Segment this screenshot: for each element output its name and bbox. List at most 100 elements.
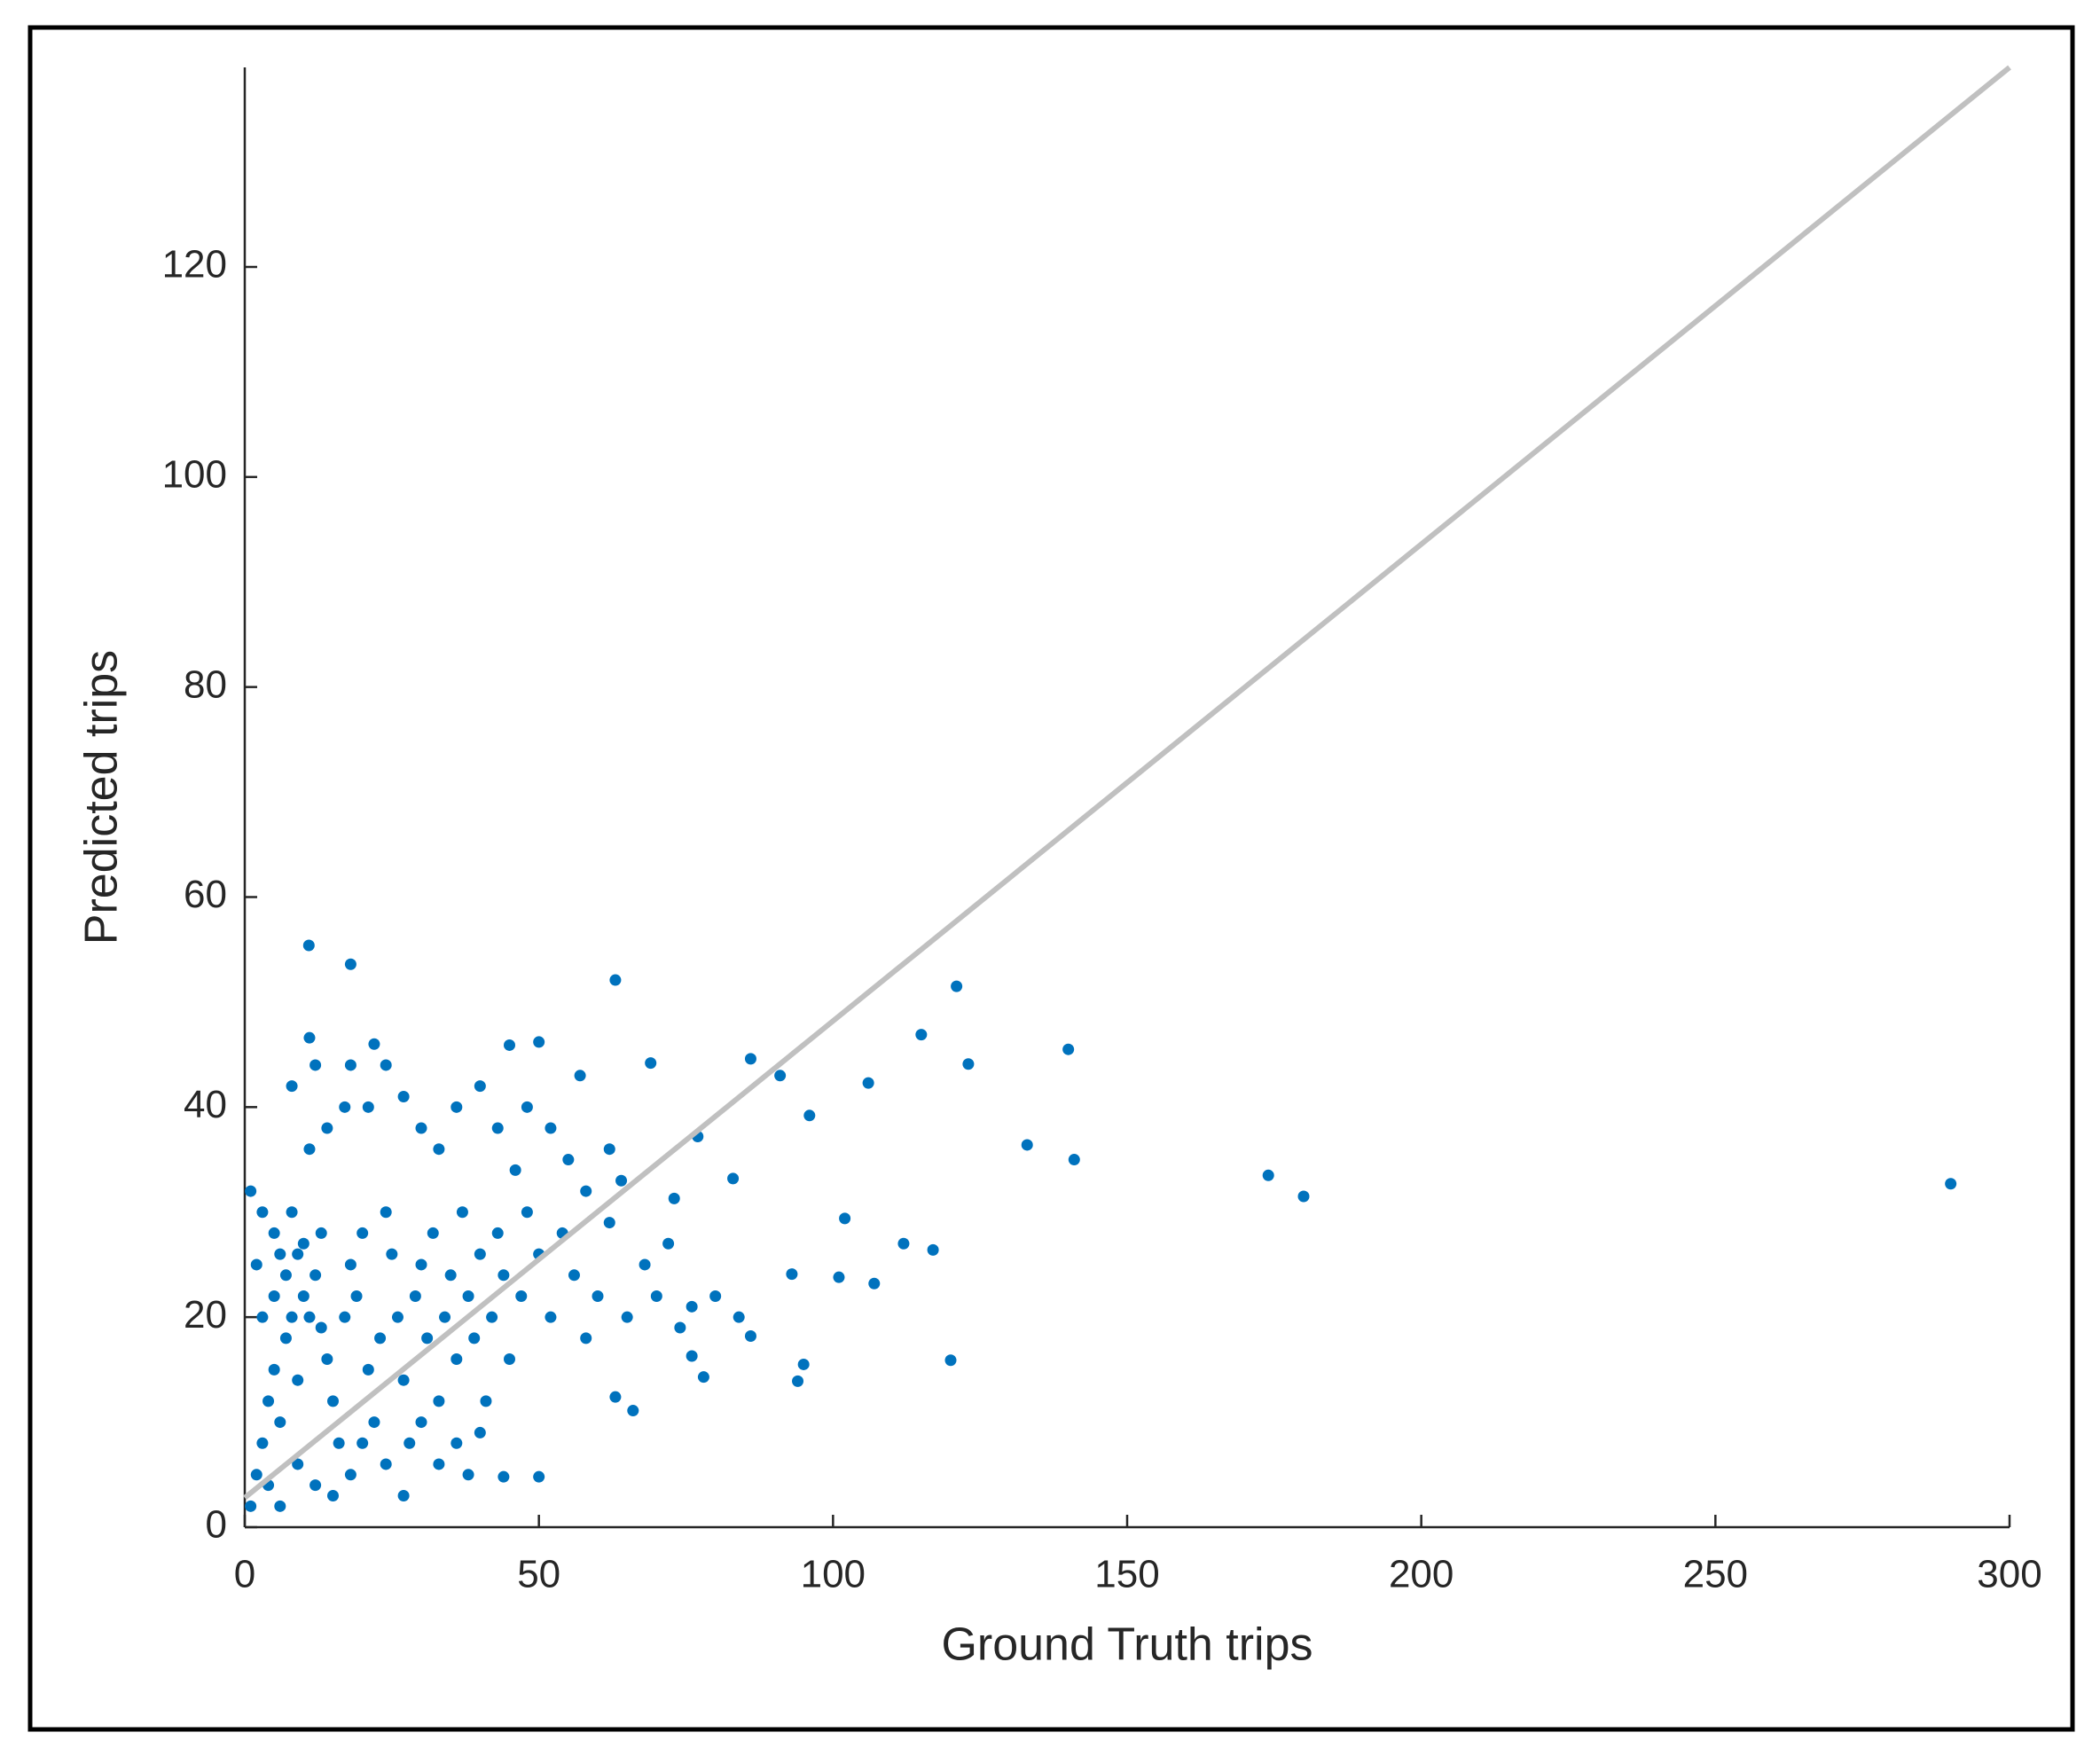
point	[274, 1500, 286, 1512]
point	[744, 1329, 756, 1342]
point	[333, 1437, 345, 1449]
y-tick-label: 120	[162, 243, 227, 286]
point	[380, 1458, 392, 1470]
point	[297, 1290, 310, 1302]
point	[451, 1353, 463, 1366]
point	[480, 1395, 492, 1407]
point	[302, 939, 315, 952]
point	[250, 1469, 262, 1481]
point	[374, 1332, 387, 1344]
point	[344, 1469, 357, 1481]
point	[509, 1164, 521, 1176]
point	[662, 1237, 675, 1250]
point	[427, 1227, 439, 1239]
point	[603, 1143, 615, 1156]
point	[327, 1395, 339, 1407]
point	[256, 1437, 269, 1449]
point	[645, 1057, 657, 1070]
point	[310, 1059, 322, 1071]
point	[686, 1300, 698, 1313]
point	[421, 1332, 434, 1344]
point	[674, 1321, 686, 1334]
point	[897, 1237, 910, 1250]
y-tick-label: 0	[206, 1503, 227, 1547]
point	[279, 1332, 292, 1344]
x-tick-label: 100	[801, 1553, 866, 1596]
point	[786, 1268, 798, 1281]
point	[839, 1212, 851, 1225]
point	[339, 1101, 351, 1113]
x-tick-label: 50	[517, 1553, 560, 1596]
point	[279, 1269, 292, 1282]
point	[245, 1185, 257, 1197]
point	[580, 1185, 592, 1197]
point	[368, 1416, 380, 1429]
point	[504, 1039, 515, 1051]
point	[386, 1248, 398, 1260]
point	[1062, 1043, 1075, 1055]
frame	[27, 25, 2075, 1732]
point	[292, 1458, 304, 1470]
point	[491, 1122, 504, 1134]
point	[391, 1311, 404, 1323]
point	[286, 1206, 298, 1219]
point	[268, 1363, 280, 1376]
point	[397, 1090, 410, 1102]
point	[310, 1479, 322, 1492]
point	[468, 1332, 481, 1344]
point	[1945, 1178, 1957, 1190]
point	[803, 1109, 816, 1122]
point	[292, 1248, 304, 1260]
point	[451, 1101, 463, 1113]
point	[404, 1437, 416, 1449]
y-tick-label: 80	[184, 662, 227, 706]
point	[292, 1374, 304, 1386]
point	[650, 1290, 662, 1302]
point	[368, 1038, 380, 1050]
point	[327, 1489, 339, 1501]
point	[274, 1416, 286, 1429]
y-tick-label: 20	[184, 1293, 227, 1337]
point	[568, 1269, 580, 1282]
point	[709, 1290, 722, 1302]
x-tick-label: 300	[1977, 1553, 2041, 1596]
point	[697, 1371, 709, 1384]
point	[1262, 1169, 1274, 1181]
point	[574, 1070, 586, 1082]
point	[268, 1290, 280, 1302]
point	[474, 1080, 486, 1093]
y-tick-label: 40	[184, 1083, 227, 1126]
point	[491, 1227, 504, 1239]
point	[521, 1101, 533, 1113]
point	[1297, 1190, 1310, 1203]
point	[686, 1350, 698, 1362]
point	[451, 1437, 463, 1449]
point	[621, 1311, 633, 1323]
point	[744, 1053, 756, 1065]
point	[603, 1217, 615, 1229]
point	[433, 1458, 445, 1470]
point	[456, 1206, 468, 1219]
point	[409, 1290, 421, 1302]
point	[462, 1469, 474, 1481]
point	[256, 1311, 269, 1323]
point	[297, 1237, 310, 1250]
y-tick-label: 100	[162, 452, 227, 496]
point	[927, 1243, 939, 1256]
point	[256, 1206, 269, 1219]
point	[245, 1500, 257, 1512]
point	[533, 1470, 545, 1483]
point	[303, 1143, 316, 1156]
point	[310, 1269, 322, 1282]
point	[498, 1269, 510, 1282]
point	[415, 1122, 427, 1134]
point	[915, 1029, 928, 1041]
y-axis-label: Predicted trips	[76, 650, 128, 945]
point	[286, 1080, 298, 1093]
point	[580, 1332, 592, 1344]
point	[444, 1269, 457, 1282]
point	[627, 1405, 639, 1417]
x-axis-label: Ground Truth trips	[941, 1619, 1312, 1671]
point	[433, 1143, 445, 1156]
